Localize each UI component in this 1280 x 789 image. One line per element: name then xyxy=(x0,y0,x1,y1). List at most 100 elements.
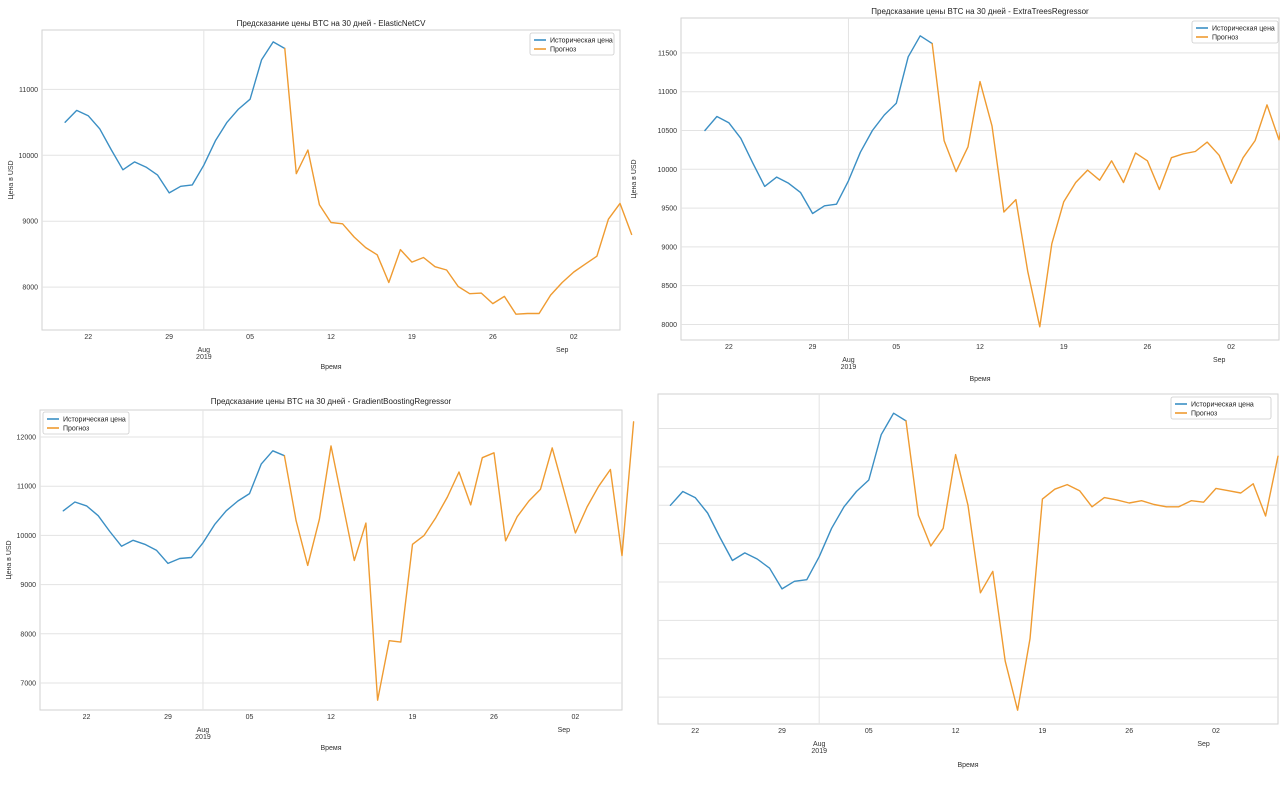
y-tick-label: 11500 xyxy=(658,50,677,57)
chart-title: Предсказание цены BTC на 30 дней - Gradi… xyxy=(211,397,452,406)
legend-label-historical: Историческая цена xyxy=(1191,402,1254,409)
y-axis-label: Цена в USD xyxy=(8,160,15,199)
x-tick-label: 26 xyxy=(1144,344,1152,351)
month-label: Sep xyxy=(1213,357,1226,364)
legend: Историческая цена Прогноз xyxy=(1191,20,1279,44)
historical-price-line xyxy=(62,450,286,565)
x-tick-label: 12 xyxy=(327,334,335,341)
plot-area xyxy=(41,29,621,331)
y-tick-label: 8500 xyxy=(661,283,677,290)
month-year-label: 2019 xyxy=(841,364,857,371)
month-label: Sep xyxy=(556,347,569,354)
legend-box xyxy=(42,411,130,435)
legend-box xyxy=(1191,20,1279,44)
y-axis-label: Цена в USD xyxy=(631,159,638,198)
x-tick-label: 19 xyxy=(1060,344,1068,351)
historical-price-line xyxy=(64,41,286,194)
month-year-label: 2019 xyxy=(811,748,827,755)
legend-label-forecast: Прогноз xyxy=(63,426,89,433)
y-tick-label: 10000 xyxy=(19,153,39,160)
x-tick-label: 12 xyxy=(327,714,335,721)
x-axis-label: Время xyxy=(320,745,341,752)
x-tick-label: 19 xyxy=(1039,728,1047,735)
chart-title: Предсказание цены BTC на 30 дней - Elast… xyxy=(237,19,427,28)
legend-label-forecast: Прогноз xyxy=(1191,411,1217,418)
x-tick-label: 19 xyxy=(408,334,416,341)
chart-extratrees: 8000 8500 9000 9500 10000 10500 11000 11500 Aug 2… xyxy=(631,0,1280,395)
x-tick-label: 05 xyxy=(246,714,254,721)
legend-label-historical: Историческая цена xyxy=(1212,26,1275,33)
month-label: Sep xyxy=(1197,741,1210,748)
chart-svg: 800085009000950010000105001100011500Aug2… xyxy=(631,7,1280,383)
y-tick-label: 8000 xyxy=(22,285,38,292)
y-tick-label: 11000 xyxy=(658,89,677,96)
x-tick-label: 22 xyxy=(83,714,91,721)
month-label: Sep xyxy=(558,727,571,734)
month-label: Aug xyxy=(198,347,211,354)
x-tick-label: 29 xyxy=(778,728,786,735)
y-tick-label: 9000 xyxy=(661,244,677,251)
month-label: Aug xyxy=(197,727,210,734)
y-tick-label: 12000 xyxy=(17,435,37,442)
x-tick-label: 02 xyxy=(572,714,580,721)
plot-area xyxy=(680,17,1280,341)
x-tick-label: 02 xyxy=(570,334,578,341)
chart-elasticnetcv: 8000 9000 10000 11000 Aug 2019 Sep 22 29 05 12 19 26… xyxy=(0,0,640,395)
x-tick-label: 29 xyxy=(164,714,172,721)
chart-gradientboosting: 7000 8000 9000 10000 11000 12000 Aug 2019 Sep 22 2… xyxy=(0,394,640,789)
plot-area xyxy=(39,409,623,711)
x-tick-label: 29 xyxy=(165,334,173,341)
x-tick-label: 02 xyxy=(1212,728,1220,735)
historical-price-line xyxy=(704,35,933,215)
chart-untitled-forecast: Aug 2019 Sep 22 29 05 12 19 26 02 Время Историческа… xyxy=(640,393,1280,789)
legend-label-forecast: Прогноз xyxy=(1212,35,1238,42)
plot-area xyxy=(657,393,1279,725)
legend-label-historical: Историческая цена xyxy=(550,38,613,45)
x-tick-label: 12 xyxy=(976,344,984,351)
legend: Историческая цена Прогноз xyxy=(1170,396,1272,420)
x-tick-label: 22 xyxy=(691,728,699,735)
x-tick-label: 05 xyxy=(892,344,900,351)
x-tick-label: 05 xyxy=(246,334,254,341)
month-year-label: 2019 xyxy=(195,734,211,741)
x-tick-label: 26 xyxy=(1125,728,1133,735)
month-label: Aug xyxy=(813,741,826,748)
forecast-line xyxy=(905,420,1279,711)
y-tick-label: 10500 xyxy=(658,128,678,135)
x-tick-label: 26 xyxy=(490,714,498,721)
y-tick-label: 10000 xyxy=(17,533,37,540)
x-tick-label: 22 xyxy=(725,344,733,351)
x-tick-label: 22 xyxy=(84,334,92,341)
y-tick-label: 10000 xyxy=(658,167,678,174)
y-tick-label: 8000 xyxy=(661,322,677,329)
x-axis-label: Время xyxy=(957,762,978,769)
x-tick-label: 12 xyxy=(952,728,960,735)
x-axis-label: Время xyxy=(320,364,341,371)
legend: Историческая цена Прогноз xyxy=(529,32,615,56)
x-tick-label: 26 xyxy=(489,334,497,341)
chart-title: Предсказание цены BTC на 30 дней - Extra… xyxy=(871,7,1089,16)
legend-label-forecast: Прогноз xyxy=(550,47,576,54)
legend: Историческая цена Прогноз xyxy=(42,411,130,435)
y-tick-label: 7000 xyxy=(20,680,36,687)
month-label: Aug xyxy=(842,357,855,364)
legend-box xyxy=(529,32,615,56)
x-tick-label: 02 xyxy=(1227,344,1235,351)
forecast-line xyxy=(283,421,635,701)
legend-box xyxy=(1170,396,1272,420)
forecast-line xyxy=(931,42,1280,328)
y-tick-label: 9000 xyxy=(22,219,38,226)
forecast-line xyxy=(284,47,633,315)
y-tick-label: 9000 xyxy=(20,582,36,589)
y-axis-label: Цена в USD xyxy=(6,540,13,579)
month-year-label: 2019 xyxy=(196,354,212,361)
legend-label-historical: Историческая цена xyxy=(63,417,126,424)
y-tick-label: 11000 xyxy=(19,87,38,94)
x-tick-label: 29 xyxy=(809,344,817,351)
x-tick-label: 19 xyxy=(409,714,417,721)
y-tick-label: 9500 xyxy=(661,206,677,213)
y-tick-label: 11000 xyxy=(17,484,36,491)
y-tick-label: 8000 xyxy=(20,631,36,638)
